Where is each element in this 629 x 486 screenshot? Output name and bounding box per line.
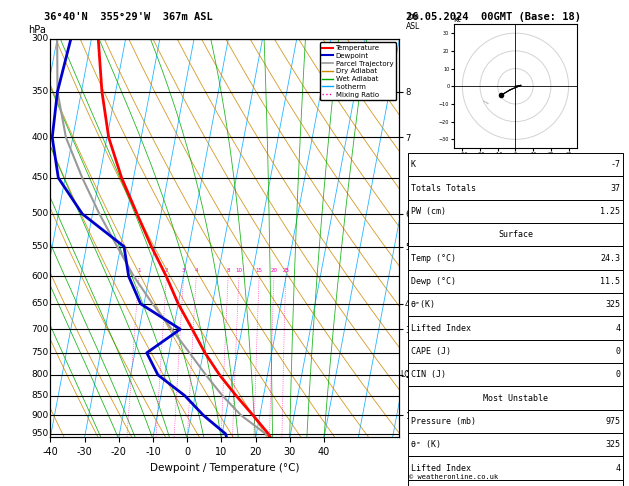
Text: 500: 500	[31, 209, 48, 218]
Text: 300: 300	[31, 35, 48, 43]
Text: 325: 325	[605, 300, 620, 309]
Text: 800: 800	[31, 370, 48, 380]
Text: 20: 20	[270, 268, 277, 274]
Text: 0: 0	[615, 347, 620, 356]
Legend: Temperature, Dewpoint, Parcel Trajectory, Dry Adiabat, Wet Adiabat, Isotherm, Mi: Temperature, Dewpoint, Parcel Trajectory…	[320, 42, 396, 100]
Text: CAPE (J): CAPE (J)	[411, 347, 451, 356]
Text: km
ASL: km ASL	[406, 12, 421, 31]
Text: 325: 325	[605, 440, 620, 449]
Text: 600: 600	[31, 272, 48, 281]
Text: 850: 850	[31, 391, 48, 400]
Text: 10: 10	[236, 268, 243, 274]
Text: hPa: hPa	[28, 25, 45, 35]
Text: 11.5: 11.5	[600, 277, 620, 286]
Text: Temp (°C): Temp (°C)	[411, 254, 456, 262]
X-axis label: Dewpoint / Temperature (°C): Dewpoint / Temperature (°C)	[150, 463, 299, 473]
Text: 400: 400	[31, 133, 48, 142]
Text: PW (cm): PW (cm)	[411, 207, 446, 216]
Text: Totals Totals: Totals Totals	[411, 184, 476, 192]
Text: 550: 550	[31, 242, 48, 251]
Text: 4: 4	[194, 268, 198, 274]
Text: 975: 975	[605, 417, 620, 426]
Text: 450: 450	[31, 174, 48, 182]
Text: 950: 950	[31, 429, 48, 438]
Text: CIN (J): CIN (J)	[411, 370, 446, 379]
Text: kt: kt	[454, 15, 461, 24]
Text: © weatheronline.co.uk: © weatheronline.co.uk	[409, 474, 498, 480]
Y-axis label: Mixing Ratio (g/kg): Mixing Ratio (g/kg)	[413, 195, 422, 281]
Text: θᵉ(K): θᵉ(K)	[411, 300, 436, 309]
Text: 750: 750	[31, 348, 48, 357]
Text: Lifted Index: Lifted Index	[411, 464, 470, 472]
Text: 1.25: 1.25	[600, 207, 620, 216]
Text: 0: 0	[615, 370, 620, 379]
Text: 36°40'N  355°29'W  367m ASL: 36°40'N 355°29'W 367m ASL	[44, 12, 213, 22]
Text: 900: 900	[31, 411, 48, 420]
Text: 350: 350	[31, 87, 48, 96]
Text: 8: 8	[226, 268, 230, 274]
Text: 700: 700	[31, 325, 48, 334]
Text: 26.05.2024  00GMT (Base: 18): 26.05.2024 00GMT (Base: 18)	[406, 12, 581, 22]
Text: -7: -7	[610, 160, 620, 169]
Text: θᵉ (K): θᵉ (K)	[411, 440, 441, 449]
Text: Lifted Index: Lifted Index	[411, 324, 470, 332]
Text: Pressure (mb): Pressure (mb)	[411, 417, 476, 426]
Text: K: K	[411, 160, 416, 169]
Text: Most Unstable: Most Unstable	[483, 394, 548, 402]
Text: 15: 15	[256, 268, 263, 274]
Text: 24.3: 24.3	[600, 254, 620, 262]
Text: \: \	[484, 99, 489, 105]
Text: 4: 4	[615, 324, 620, 332]
Text: 2: 2	[165, 268, 169, 274]
Text: 4: 4	[615, 464, 620, 472]
Text: 25: 25	[282, 268, 289, 274]
Text: 1: 1	[137, 268, 141, 274]
Text: Surface: Surface	[498, 230, 533, 239]
Text: LCL: LCL	[400, 370, 414, 380]
Text: 3: 3	[182, 268, 186, 274]
Text: 37: 37	[610, 184, 620, 192]
Text: Dewp (°C): Dewp (°C)	[411, 277, 456, 286]
Text: 650: 650	[31, 299, 48, 308]
